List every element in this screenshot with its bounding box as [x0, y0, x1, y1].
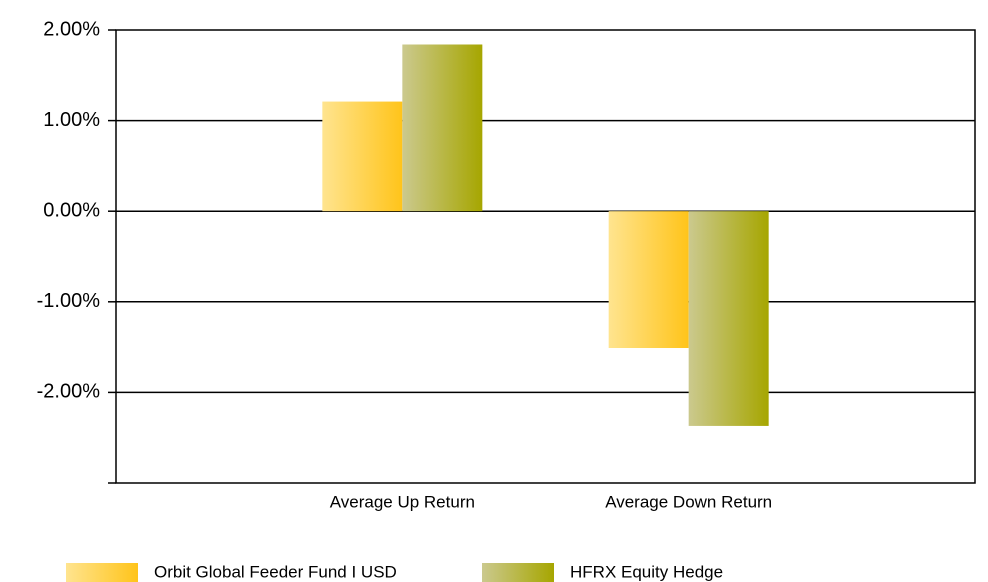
plot-frame [115, 29, 976, 484]
x-tick-label: Average Up Return [330, 492, 475, 511]
bar [608, 211, 689, 349]
y-tick-label: 1.00% [43, 109, 100, 131]
y-tick-label: -2.00% [37, 381, 101, 403]
x-tick-label: Average Down Return [605, 492, 772, 511]
y-tick-label: 0.00% [43, 199, 100, 221]
legend-label: Orbit Global Feeder Fund I USD [154, 562, 397, 581]
y-tick-label: 2.00% [43, 18, 100, 40]
bar [402, 44, 483, 212]
y-tick-label: -1.00% [37, 290, 101, 312]
bar [688, 211, 769, 426]
bar [322, 101, 403, 212]
legend-swatch [66, 563, 138, 582]
legend-label: HFRX Equity Hedge [570, 562, 723, 581]
legend-swatch [482, 563, 554, 582]
